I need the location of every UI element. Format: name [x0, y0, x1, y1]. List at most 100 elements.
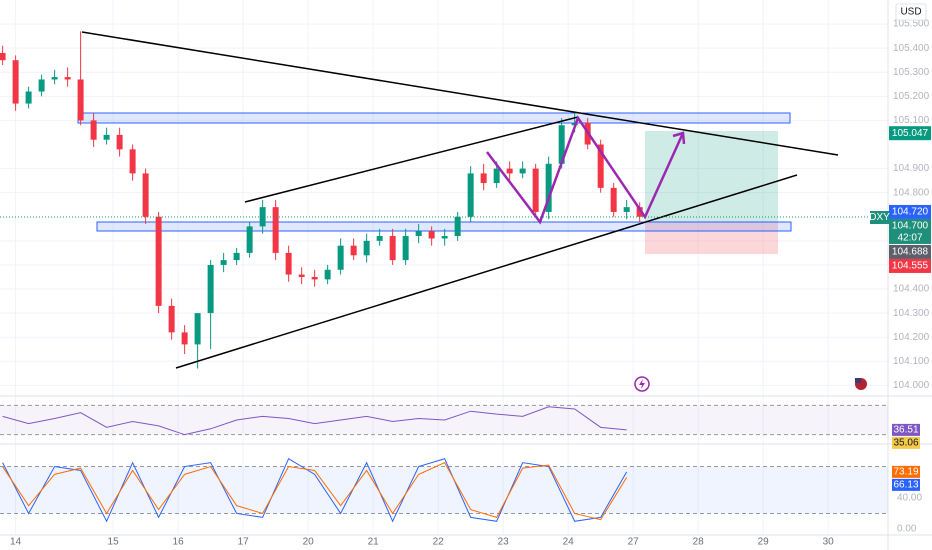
x-tick-label: 28 [693, 537, 705, 548]
price-badge-label: 105.047 [892, 128, 929, 139]
support-zone [96, 221, 792, 232]
price-badge-label: 104.720 [892, 207, 929, 218]
candle-body [597, 144, 604, 188]
candle-body [623, 207, 630, 212]
price-badge [889, 258, 931, 273]
symbol-badge [870, 211, 889, 224]
candle-body [298, 274, 305, 277]
candle-body [324, 269, 331, 280]
candle-body [272, 207, 279, 253]
y-tick-label: 105.500 [893, 19, 930, 30]
y-tick-label: 104.100 [893, 356, 930, 367]
x-tick-label: 29 [758, 537, 770, 548]
indicator-line [2, 461, 628, 521]
candle-body [103, 134, 110, 140]
candle-body [376, 236, 383, 241]
candle-body [506, 168, 513, 174]
y-tick-label: 105.200 [893, 91, 930, 102]
indicator-badge [892, 436, 920, 449]
y-tick-label: 104.400 [893, 284, 930, 295]
price-badge-label: 104.688 [892, 247, 929, 258]
x-tick-label: 24 [563, 537, 575, 548]
candle-body [610, 187, 617, 212]
candle-body [116, 134, 123, 150]
candle-body [467, 173, 474, 217]
indicator-badge-label: 35.06 [893, 438, 918, 449]
candle-body [532, 168, 539, 212]
y-tick-label: 104.000 [893, 380, 930, 391]
indicator-badge [892, 478, 920, 491]
currency-label: USD [900, 7, 921, 18]
price-axis: 104.000 104.100 104.200 104.300 104.400 104.5… [889, 19, 931, 391]
candle-body [493, 168, 500, 184]
event-icon-glyph [639, 379, 645, 389]
price-badge-label: 104.555 [892, 261, 929, 272]
y-tick-label: 104.200 [893, 332, 930, 343]
candle-body [402, 236, 409, 261]
candle-body [12, 60, 19, 104]
x-tick-label: 21 [368, 537, 380, 548]
countdown-badge [889, 231, 931, 244]
candle-body [285, 252, 292, 275]
indicator-badge [892, 465, 920, 478]
candle-body [64, 77, 71, 80]
candle-body [220, 260, 227, 265]
indicator-badge-label: 66.13 [893, 480, 918, 491]
price-badge [889, 218, 931, 233]
candle-body [519, 168, 526, 174]
trend-line [175, 174, 798, 369]
resistance-zone [77, 112, 791, 124]
y-tick-label: 105.300 [893, 67, 930, 78]
candle-body [558, 125, 565, 164]
candle-body [142, 173, 149, 217]
candle-body [129, 149, 136, 174]
currency-button[interactable] [895, 3, 927, 21]
x-tick-label: 30 [823, 537, 835, 548]
candle-body [311, 276, 318, 280]
indicator-badge-label: 36.51 [893, 425, 918, 436]
x-tick-label: 15 [108, 537, 120, 548]
candle-body [168, 305, 175, 333]
price-badge-label: 104.700 [892, 221, 929, 232]
rsi-pane: 36.51 35.06 [0, 404, 920, 449]
candle-body [90, 120, 97, 140]
candle-body [415, 231, 422, 237]
symbol-label: DXY [869, 212, 890, 223]
grid [0, 0, 888, 535]
stoch-pane: 0.00 40.00 73.19 66.13 [0, 458, 922, 535]
x-tick-label: 23 [498, 537, 510, 548]
countdown-label: 42:07 [897, 233, 922, 244]
y-tick-label: 105.100 [893, 115, 930, 126]
candle-body [428, 231, 435, 239]
trend-line [244, 116, 579, 203]
y-tick-label: 0.00 [897, 524, 917, 535]
x-tick-label: 17 [238, 537, 250, 548]
candle-body [454, 216, 461, 237]
candle-body [155, 216, 162, 306]
candle-body [350, 245, 357, 256]
y-tick-label: 104.800 [893, 187, 930, 198]
candle-body [246, 226, 253, 253]
candle-body [545, 163, 552, 212]
candle-body [389, 236, 396, 261]
candle-body [207, 264, 214, 314]
price-badge [889, 244, 931, 259]
indicator-line [2, 458, 628, 523]
candle-body [259, 207, 266, 227]
candle-body [181, 332, 188, 345]
candle-body [0, 52, 6, 61]
indicator-badge [892, 423, 920, 436]
y-tick-label: 104.300 [893, 308, 930, 319]
candle-body [25, 91, 32, 104]
y-tick-label: 40.00 [897, 492, 922, 503]
x-tick-label: 16 [173, 537, 185, 548]
trend-line [81, 31, 839, 156]
target-zone [645, 131, 778, 222]
candle-body [337, 245, 344, 270]
stop-zone [645, 222, 778, 254]
projection-arrowhead [672, 131, 686, 145]
indicator-badge-label: 73.19 [893, 467, 918, 478]
x-tick-label: 20 [303, 537, 315, 548]
indicator-line [2, 406, 627, 436]
candle-body [441, 236, 448, 239]
